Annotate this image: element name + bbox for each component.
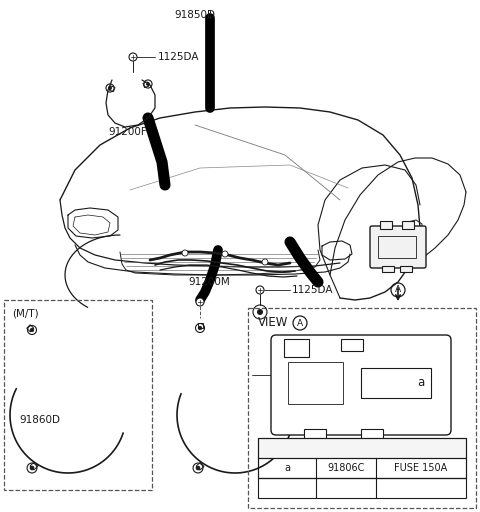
Bar [304, 429, 326, 443]
Bar [361, 429, 383, 443]
Bar [361, 368, 431, 398]
FancyBboxPatch shape [271, 335, 451, 435]
Polygon shape [109, 86, 115, 92]
Text: 91860D: 91860D [283, 370, 324, 380]
Circle shape [395, 235, 401, 241]
Text: A: A [395, 286, 401, 294]
Bar [382, 266, 394, 272]
Circle shape [196, 298, 204, 306]
Text: 91200F: 91200F [108, 127, 147, 137]
Text: VIEW: VIEW [258, 316, 288, 330]
Circle shape [30, 466, 34, 470]
Bar [258, 438, 466, 478]
Text: 91806C: 91806C [327, 463, 365, 473]
Text: (M/T): (M/T) [12, 309, 38, 319]
Circle shape [198, 326, 202, 330]
Bar [288, 362, 343, 404]
Text: PNC: PNC [335, 443, 357, 453]
Polygon shape [197, 323, 203, 328]
Text: 91200M: 91200M [188, 277, 230, 287]
Text: a: a [418, 376, 425, 390]
Circle shape [129, 53, 137, 61]
Text: a: a [284, 463, 290, 473]
Bar [284, 339, 309, 357]
Bar [341, 339, 363, 351]
Text: 1125DA: 1125DA [292, 285, 334, 295]
Bar [258, 478, 466, 498]
Bar [402, 221, 414, 229]
Circle shape [222, 251, 228, 257]
Text: 1125DA: 1125DA [158, 52, 200, 62]
Bar [380, 221, 392, 229]
Circle shape [182, 250, 188, 256]
Circle shape [256, 286, 264, 294]
Bar [400, 266, 412, 272]
Bar [4, 300, 152, 490]
Text: A: A [297, 318, 303, 328]
Polygon shape [27, 325, 34, 332]
Polygon shape [30, 462, 38, 470]
Text: PART NAME: PART NAME [390, 443, 453, 453]
Bar [258, 438, 466, 458]
Circle shape [146, 82, 150, 86]
Circle shape [262, 259, 268, 265]
Circle shape [196, 466, 200, 470]
Text: 91850D: 91850D [175, 10, 216, 20]
Bar [248, 308, 476, 508]
Text: 91860D: 91860D [19, 415, 60, 425]
Text: FUSE 150A: FUSE 150A [395, 463, 448, 473]
Bar [378, 236, 416, 258]
Circle shape [257, 309, 263, 315]
Circle shape [108, 87, 112, 90]
Circle shape [30, 328, 34, 332]
Polygon shape [196, 462, 204, 470]
Bar [258, 458, 466, 478]
Text: SYMBOL: SYMBOL [264, 443, 310, 453]
FancyBboxPatch shape [370, 226, 426, 268]
Polygon shape [143, 82, 149, 88]
